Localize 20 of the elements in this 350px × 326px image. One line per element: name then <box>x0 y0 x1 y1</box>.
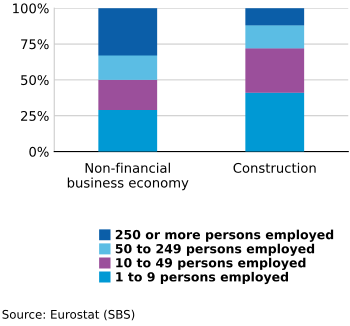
legend-label: 10 to 49 persons employed <box>116 258 306 270</box>
y-tick-label: 100% <box>13 3 49 14</box>
bar <box>98 8 158 56</box>
bar <box>245 92 304 152</box>
legend-label: 250 or more persons employed <box>116 230 334 242</box>
bar <box>98 80 158 110</box>
source-note: Source: Eurostat (SBS) <box>2 310 134 320</box>
legend-label: 1 to 9 persons employed <box>116 272 288 284</box>
y-tick-label: 25% <box>21 110 49 121</box>
y-tick-label: 75% <box>21 39 49 50</box>
legend-label: 50 to 249 persons employed <box>116 244 314 256</box>
bar <box>245 48 304 93</box>
y-tick-label: 50% <box>21 75 49 86</box>
x-tick-label: Construction <box>233 162 316 173</box>
y-tick-label: 0% <box>29 146 49 157</box>
bar <box>245 8 304 26</box>
bar <box>98 110 158 152</box>
bar <box>98 55 158 80</box>
x-tick-label: Non-financial business economy <box>68 162 188 190</box>
bar <box>245 25 304 48</box>
